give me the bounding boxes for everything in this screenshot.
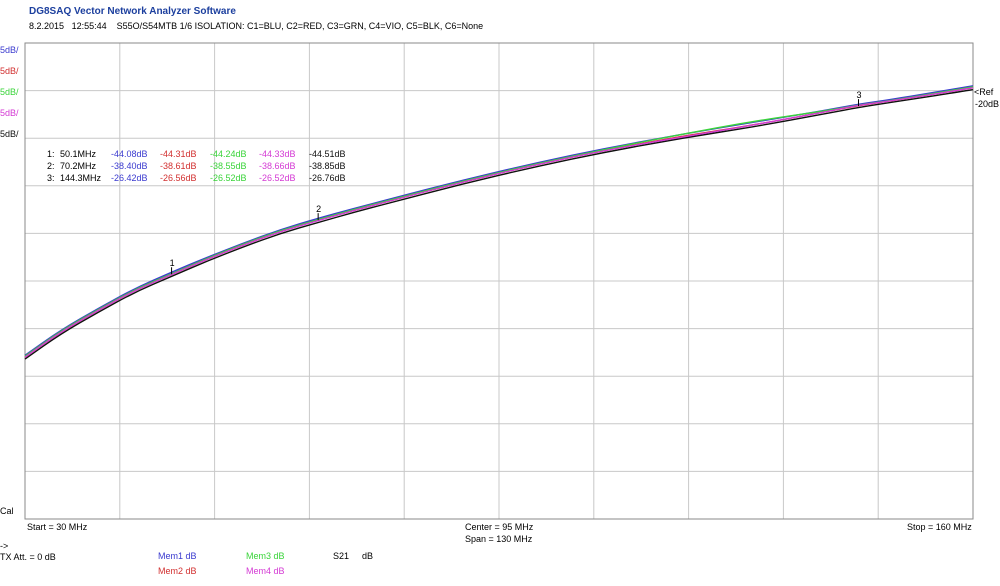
marker-2-id: 2: (47, 161, 55, 171)
arrow-indicator: -> (0, 541, 9, 551)
scale-label-c2: 5dB/ (0, 66, 19, 76)
s21-label[interactable]: S21 (333, 551, 350, 561)
trace-layer (24, 85, 974, 360)
marker-2-c5: -38.85dB (309, 161, 346, 171)
ref-value: -20dB (975, 99, 1000, 109)
tx-att-label: TX Att. = 0 dB (0, 552, 56, 562)
marker-1-freq: 50.1MHz (60, 149, 97, 159)
mem4-label[interactable]: Mem4 dB (246, 566, 285, 576)
scale-label-c1: 5dB/ (0, 45, 19, 55)
marker-1-c2: -44.31dB (160, 149, 197, 159)
mem2-label[interactable]: Mem2 dB (158, 566, 197, 576)
scale-label-c5: 5dB/ (0, 129, 19, 139)
cal-label: Cal (0, 506, 14, 516)
marker-3-c1: -26.42dB (111, 173, 148, 183)
marker-1-c3: -44.24dB (210, 149, 247, 159)
scale-label-c3: 5dB/ (0, 87, 19, 97)
date-text: 8.2.2015 (29, 21, 65, 31)
measurement-info: 8.2.2015 12:55:44 S55O/S54MTB 1/6 ISOLAT… (29, 21, 483, 32)
marker-1-glyph: 1 (170, 258, 175, 268)
marker-3-c5: -26.76dB (309, 173, 346, 183)
plot-frame (24, 42, 974, 520)
marker-layer: 1 2 3 (170, 90, 862, 275)
ref-label: <Ref (974, 87, 994, 97)
trace-c4 (24, 87, 974, 358)
marker-3-id: 3: (47, 173, 55, 183)
marker-3-glyph: 3 (857, 90, 862, 100)
marker-2-freq: 70.2MHz (60, 161, 97, 171)
marker-3-c3: -26.52dB (210, 173, 247, 183)
marker-2-c2: -38.61dB (160, 161, 197, 171)
marker-3-c2: -26.56dB (160, 173, 197, 183)
trace-c5 (24, 88, 974, 360)
start-freq-label: Start = 30 MHz (27, 522, 88, 532)
scale-label-c4: 5dB/ (0, 108, 19, 118)
time-text: 12:55:44 (71, 21, 107, 31)
marker-3-c4: -26.52dB (259, 173, 296, 183)
marker-1-c1: -44.08dB (111, 149, 148, 159)
stop-freq-label: Stop = 160 MHz (907, 522, 972, 532)
marker-1-id: 1: (47, 149, 55, 159)
s21-unit: dB (362, 551, 374, 561)
trace-c3 (24, 86, 974, 357)
marker-3-freq: 144.3MHz (60, 173, 102, 183)
plot-grid (24, 42, 974, 520)
span-label: Span = 130 MHz (465, 534, 533, 544)
mem1-label[interactable]: Mem1 dB (158, 551, 197, 561)
marker-2-c4: -38.66dB (259, 161, 296, 171)
marker-2-c3: -38.55dB (210, 161, 247, 171)
app-title: DG8SAQ Vector Network Analyzer Software (29, 6, 236, 17)
center-freq-label: Center = 95 MHz (465, 522, 534, 532)
mem3-label[interactable]: Mem3 dB (246, 551, 285, 561)
measurement-text: S55O/S54MTB 1/6 ISOLATION: C1=BLU, C2=RE… (116, 21, 484, 31)
marker-2-glyph: 2 (316, 204, 321, 214)
marker-2-c1: -38.40dB (111, 161, 148, 171)
marker-1-c4: -44.33dB (259, 149, 296, 159)
marker-1-c5: -44.51dB (309, 149, 346, 159)
